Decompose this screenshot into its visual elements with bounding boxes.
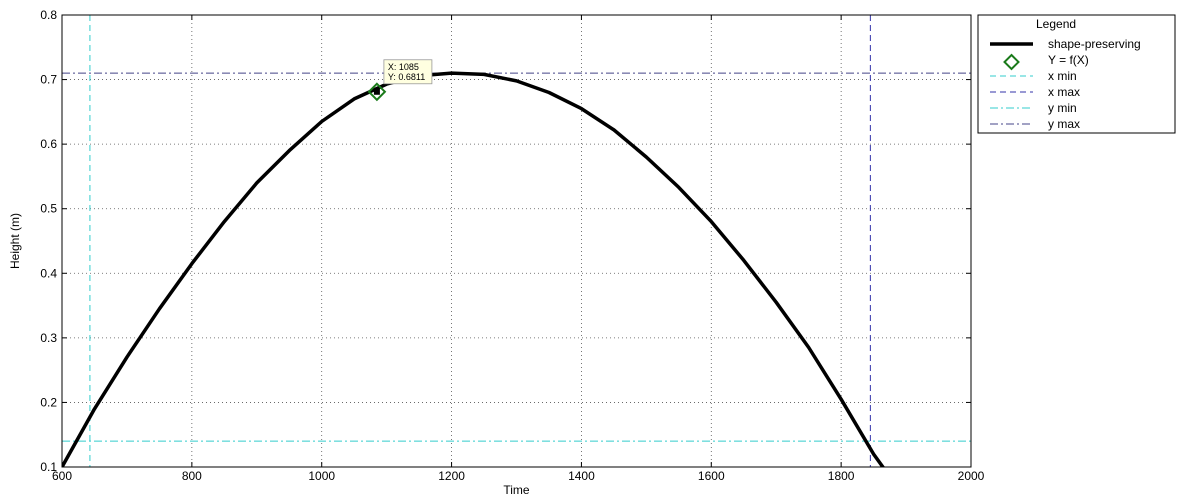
y-tick-label: 0.8 — [40, 8, 57, 22]
legend-entry-y-max: y max — [1048, 117, 1080, 131]
y-tick-label: 0.6 — [40, 137, 57, 151]
data-tip-y: Y: 0.6811 — [388, 72, 425, 82]
y-tick-label: 0.2 — [40, 395, 57, 409]
x-tick-label: 600 — [52, 469, 72, 483]
grid-lines — [62, 15, 971, 467]
plot-area — [62, 15, 971, 467]
axis-ticks: 600 800 1000 1200 1400 1600 1800 2000 0.1 0.2 0.3 0… — [40, 8, 984, 483]
y-tick-label: 0.7 — [40, 73, 57, 87]
x-tick-label: 1800 — [828, 469, 855, 483]
legend-entry-x-max: x max — [1048, 85, 1080, 99]
y-tick-label: 0.5 — [40, 202, 57, 216]
y-axis-label: Height (m) — [8, 213, 22, 269]
x-axis-label: Time — [503, 483, 530, 497]
y-tick-label: 0.4 — [40, 266, 57, 280]
x-tick-label: 800 — [182, 469, 202, 483]
legend-entry-y-f-x-: Y = f(X) — [1048, 53, 1089, 67]
series-layer — [62, 71, 886, 467]
y-tick-label: 0.3 — [40, 331, 57, 345]
data-point-marker[interactable] — [367, 82, 387, 102]
y-tick-label: 0.1 — [40, 460, 57, 474]
x-tick-label: 1600 — [698, 469, 725, 483]
x-tick-label: 1000 — [308, 469, 335, 483]
data-tip-box[interactable] — [383, 59, 433, 85]
selected-point-square — [373, 88, 380, 95]
legend-entry-x-min: x min — [1048, 69, 1077, 83]
legend-entry-shape-preserving: shape-preserving — [1048, 37, 1141, 51]
data-tip-x: X: 1085 — [388, 62, 419, 72]
reference-lines — [62, 15, 971, 467]
legend-box — [977, 14, 1176, 134]
plot-frame — [61, 14, 972, 468]
x-tick-label: 1400 — [568, 469, 595, 483]
x-tick-label: 1200 — [438, 469, 465, 483]
x-tick-label: 2000 — [958, 469, 985, 483]
legend-symbol-diamond — [1003, 53, 1020, 71]
legend[interactable]: Legend shape-preserving Y = f(X) x min x max… — [977, 14, 1176, 134]
legend-title: Legend — [1036, 17, 1076, 31]
shape-preserving-curve — [62, 71, 886, 467]
legend-entry-y-min: y min — [1048, 101, 1077, 115]
